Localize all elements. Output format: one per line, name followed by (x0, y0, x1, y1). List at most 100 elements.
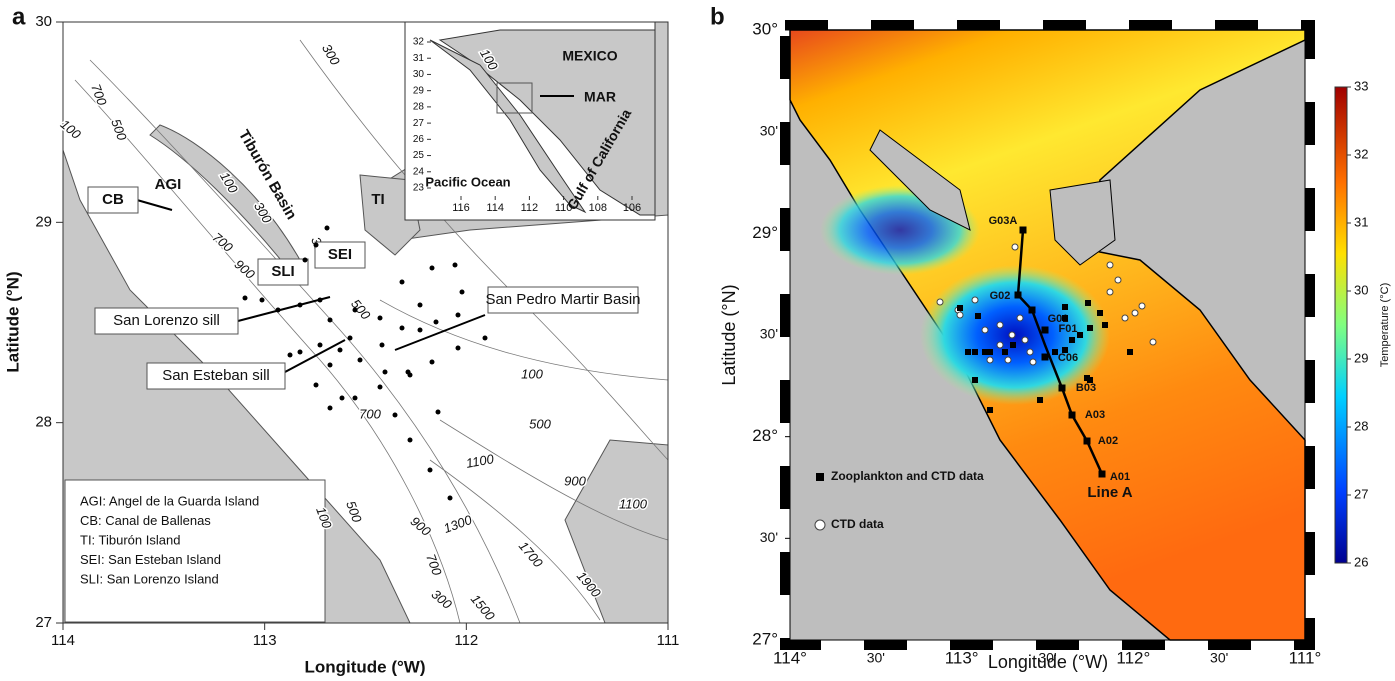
label-box (87, 186, 139, 214)
zoo-station (987, 407, 993, 413)
station (297, 302, 303, 308)
abbreviation: SEI: San Esteban Island (80, 552, 221, 567)
station (1041, 353, 1049, 361)
colorbar-tick-label: 31 (1354, 214, 1368, 229)
station (297, 349, 303, 355)
colorbar-tick-label: 28 (1354, 418, 1368, 433)
zoo-station (1010, 342, 1016, 348)
label-box (257, 258, 309, 286)
ctd-station (1008, 331, 1016, 339)
x-tick-label: 30' (867, 650, 885, 666)
line-label: Line A (1087, 484, 1132, 501)
inset-label: Pacific Ocean (425, 174, 510, 189)
place-label: SLI (271, 263, 294, 280)
contour-label: 500 (529, 416, 551, 431)
y-tick-label: 29° (752, 223, 778, 242)
station (352, 395, 358, 401)
island (869, 129, 971, 231)
inset-y-tick-label: 32 (413, 37, 425, 48)
station (302, 257, 308, 263)
inset-y-tick-label: 31 (413, 53, 425, 64)
station-label: F01 (1059, 323, 1078, 335)
panel-a (62, 21, 669, 624)
contour-label: 100 (521, 366, 543, 381)
inset-x-tick-label: 108 (589, 202, 607, 214)
station (337, 347, 343, 353)
inset-y-tick-label: 30 (413, 69, 425, 80)
station-label: A03 (1085, 409, 1105, 421)
frame (62, 21, 669, 624)
inset-land (438, 29, 656, 216)
station (407, 437, 413, 443)
label-box (314, 241, 366, 269)
legend-label: Zooplankton and CTD data (831, 469, 984, 483)
ctd-station (996, 341, 1004, 349)
ctd-station (1138, 302, 1146, 310)
zoo-station (957, 305, 963, 311)
ctd-station (971, 296, 979, 304)
station (392, 412, 398, 418)
y-tick-label: 30' (760, 326, 778, 342)
inset-box (496, 82, 533, 114)
ctd-station (986, 356, 994, 364)
ctd-station (1106, 288, 1114, 296)
callout-box (487, 286, 639, 314)
inset-x-tick-label: 110 (555, 202, 573, 214)
place-label: CB (102, 191, 124, 208)
colorbar-tick-label: 30 (1354, 282, 1368, 297)
zoo-station (1097, 310, 1103, 316)
ctd-station (1121, 314, 1129, 322)
contour-label: 700 (359, 406, 381, 421)
zoo-station (972, 349, 978, 355)
callout-lines (129, 197, 486, 373)
station (382, 369, 388, 375)
ctd-station (1021, 336, 1029, 344)
station (1058, 384, 1066, 392)
station (324, 225, 330, 231)
station (429, 359, 435, 365)
contour-label: 1100 (619, 496, 648, 511)
station (1083, 437, 1091, 445)
x-tick-label: 113 (253, 632, 277, 649)
colorbar (1334, 86, 1348, 564)
legend-square (816, 473, 824, 481)
colorbar-label: Temperature (°C) (1379, 283, 1391, 367)
station (339, 395, 345, 401)
zoo-station (1062, 347, 1068, 353)
zoo-station (1087, 325, 1093, 331)
ctd-station (936, 298, 944, 306)
abbrev-box (64, 479, 326, 623)
callout-label: San Pedro Martir Basin (485, 291, 640, 308)
station (377, 384, 383, 390)
station (417, 327, 423, 333)
y-axis-label: Latitude (°N) (719, 284, 739, 385)
station-label: C06 (1058, 352, 1078, 364)
x-tick-label: 30' (1210, 650, 1228, 666)
inset-label: MAR (584, 89, 616, 105)
station-label: G02 (990, 290, 1011, 302)
y-tick-label: 27 (35, 614, 52, 631)
inset-y-tick-label: 23 (413, 183, 425, 194)
zoo-station (987, 349, 993, 355)
ctd-station (1004, 356, 1012, 364)
station (327, 405, 333, 411)
inset-x-tick-label: 114 (486, 202, 504, 214)
inset-y-tick-label: 28 (413, 102, 425, 113)
ctd-station (956, 311, 964, 319)
abbreviation: CB: Canal de Ballenas (80, 513, 211, 528)
station (429, 265, 435, 271)
station (459, 289, 465, 295)
x-axis-label: Longitude (°W) (304, 657, 425, 676)
contours (74, 39, 669, 624)
x-tick-label: 111 (657, 632, 680, 649)
station (327, 317, 333, 323)
station (417, 302, 423, 308)
colorbar-tick-label: 27 (1354, 486, 1368, 501)
station-label: G03A (989, 215, 1018, 227)
colorbar-tick-label: 33 (1354, 78, 1368, 93)
station (259, 297, 265, 303)
station (1041, 326, 1049, 334)
callout-label: San Esteban sill (162, 367, 270, 384)
abbreviation: TI: Tiburón Island (80, 532, 180, 547)
